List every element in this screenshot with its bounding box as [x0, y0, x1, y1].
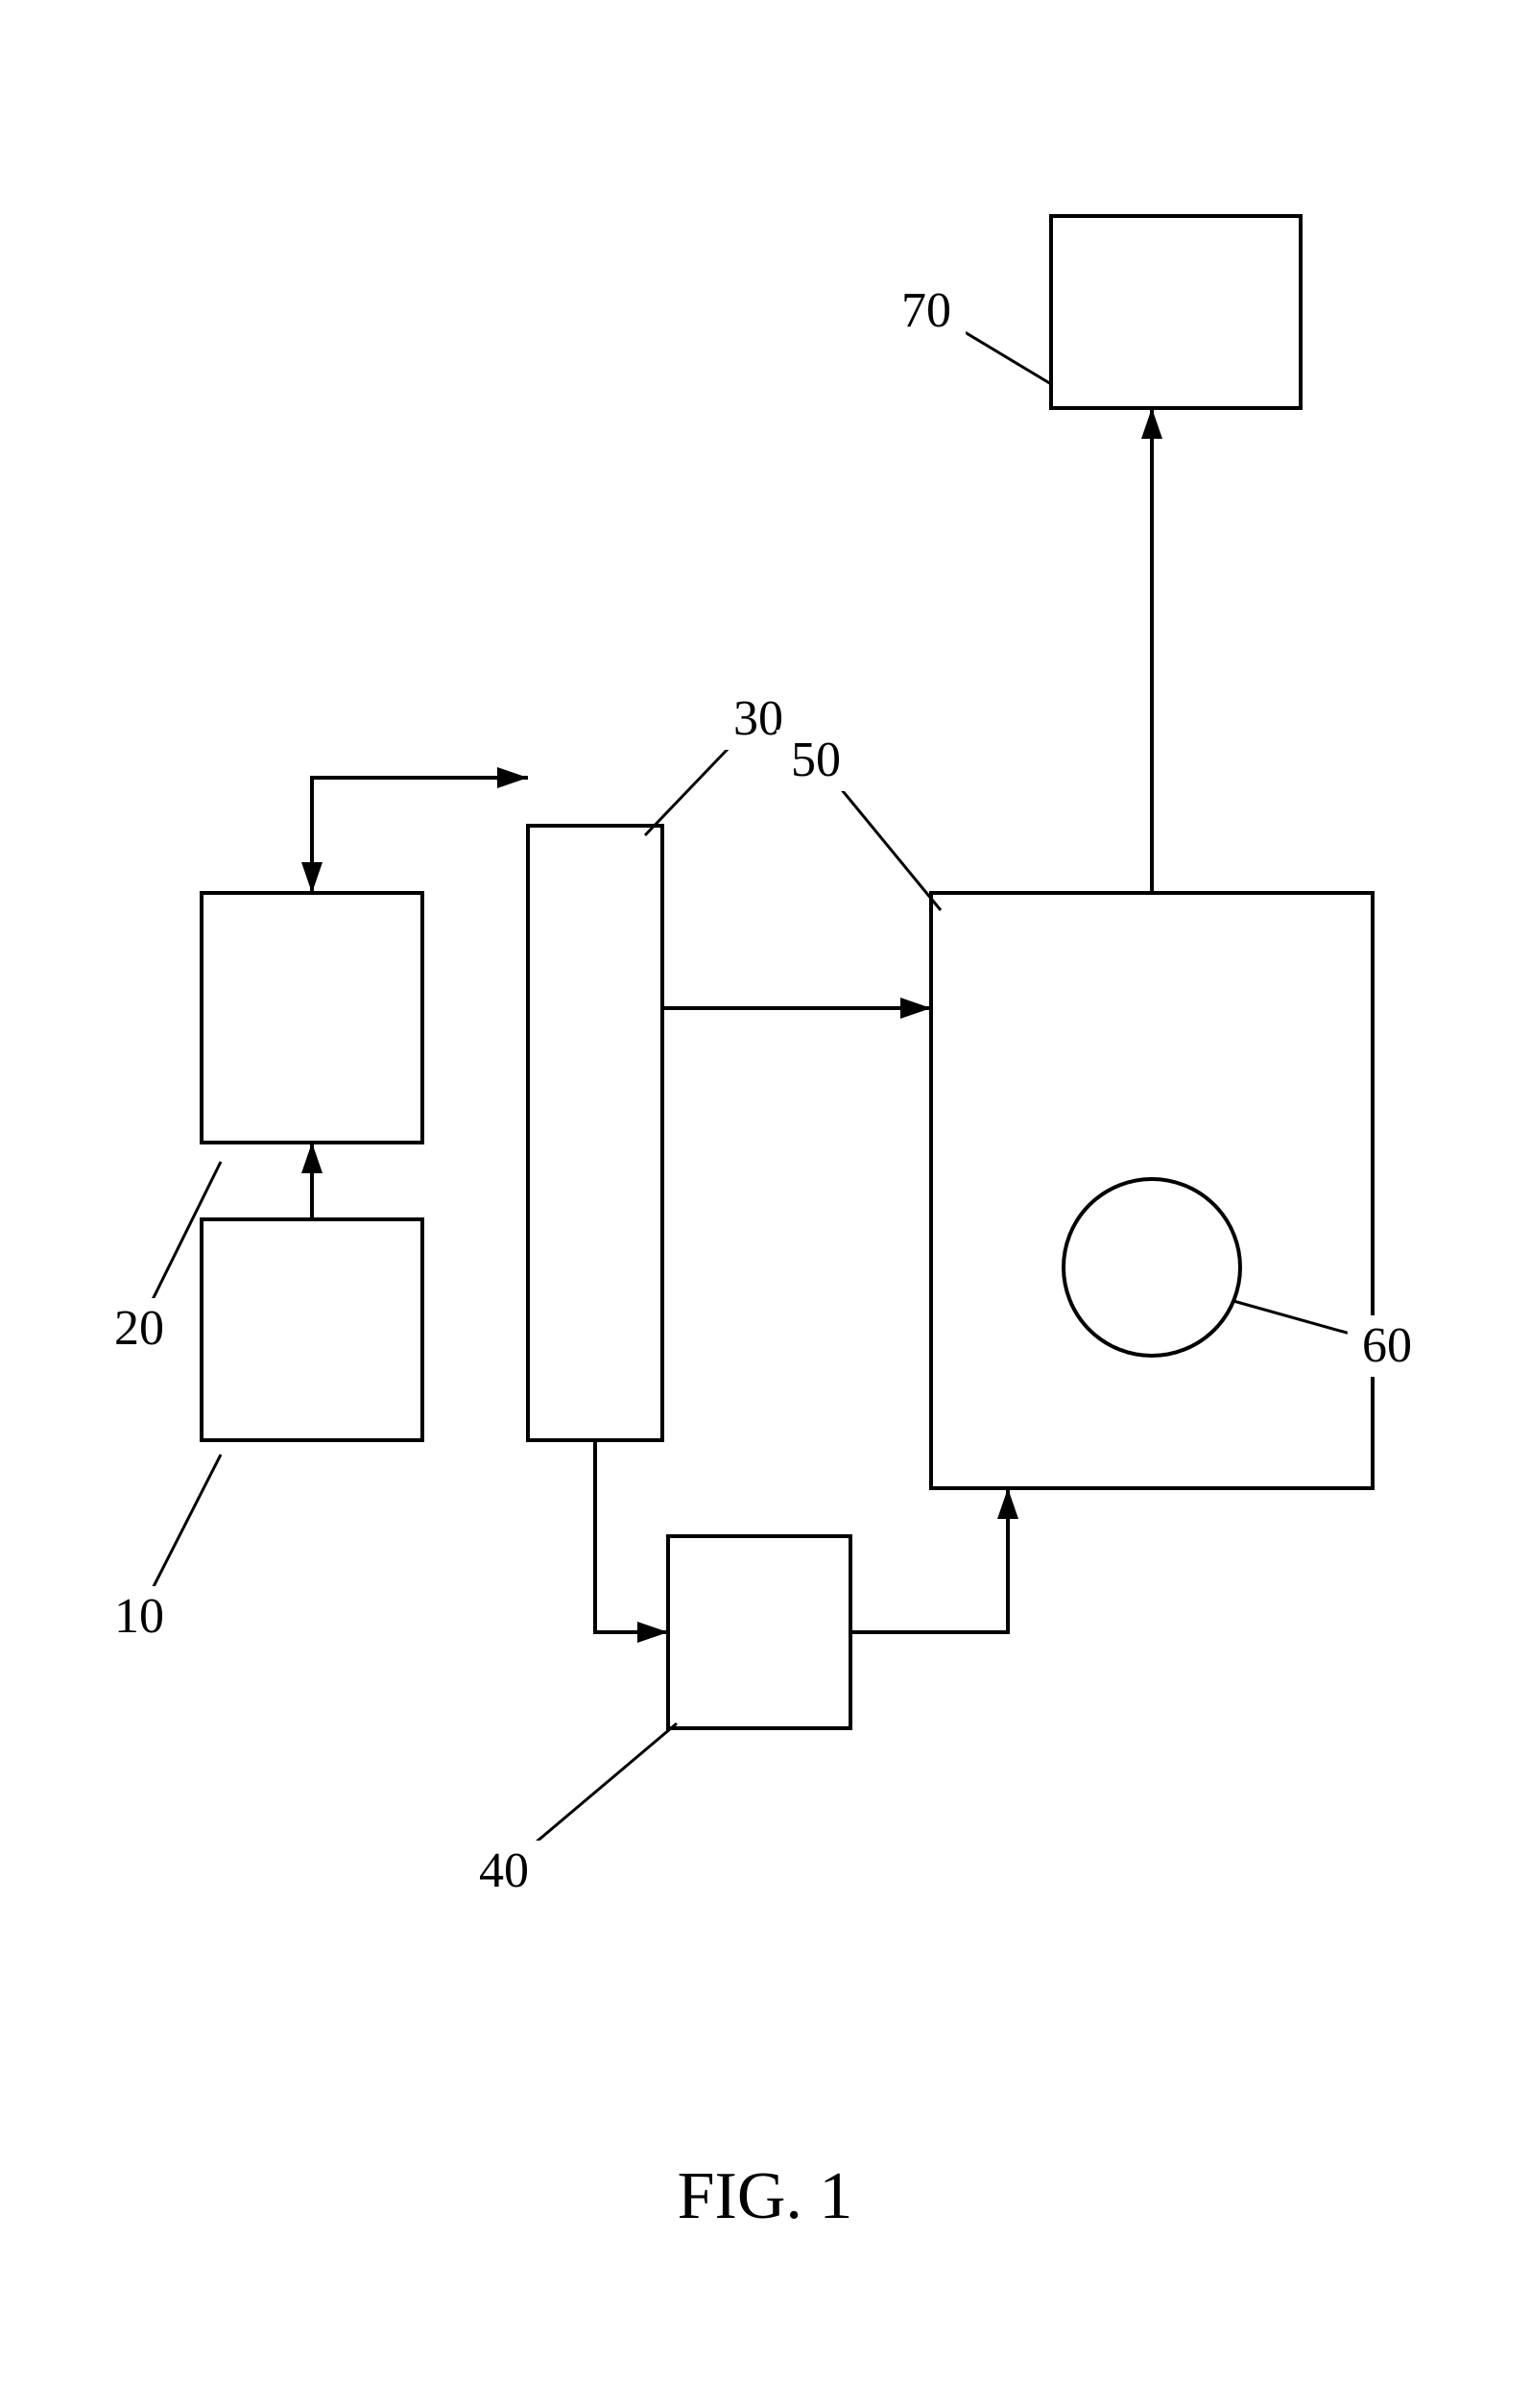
block-n40	[668, 1536, 850, 1728]
block-diagram: 10 20 30 40 50 60 70 FIG. 1	[0, 0, 1531, 2403]
label-70: 70	[901, 283, 951, 338]
label-10: 10	[114, 1589, 164, 1644]
block-n50	[931, 893, 1373, 1488]
label-30: 30	[733, 691, 783, 746]
block-n30	[528, 826, 662, 1440]
label-20: 20	[114, 1301, 164, 1356]
edge-n30-n40	[595, 1440, 668, 1632]
block-n70	[1051, 216, 1301, 408]
edge-n40-n50	[850, 1488, 1008, 1632]
block-n20	[202, 893, 422, 1143]
figure-caption: FIG. 1	[678, 2159, 853, 2233]
label-40: 40	[479, 1843, 529, 1898]
label-50: 50	[791, 733, 841, 787]
block-n10	[202, 1219, 422, 1440]
block-n60	[1064, 1179, 1240, 1356]
edge-n20-n30	[312, 778, 528, 893]
label-60: 60	[1362, 1318, 1412, 1373]
